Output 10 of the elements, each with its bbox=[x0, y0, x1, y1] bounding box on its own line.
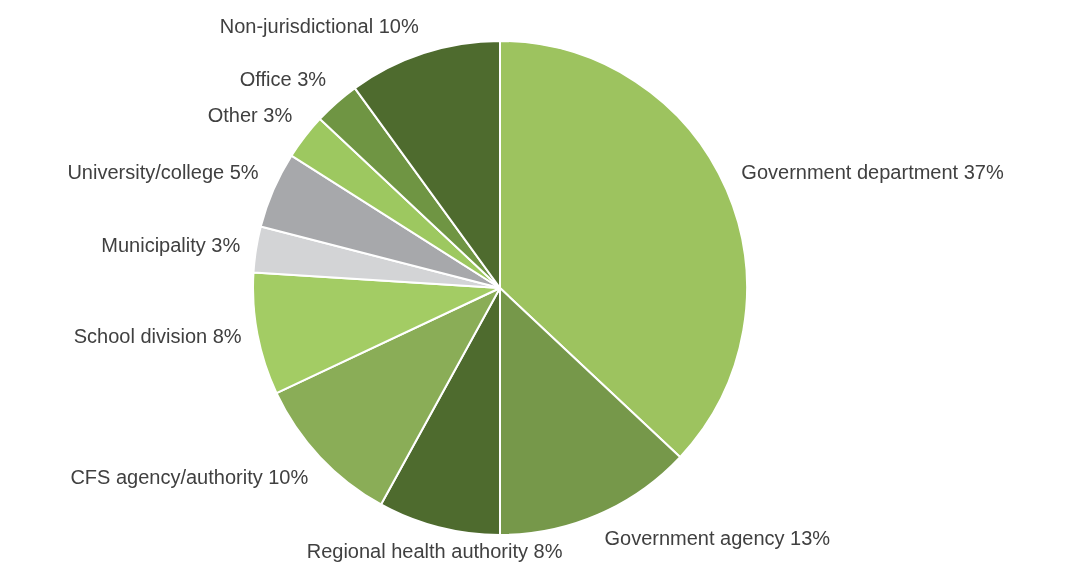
slice-label: Government department 37% bbox=[741, 161, 1004, 184]
slice-label: University/college 5% bbox=[67, 161, 259, 184]
slice-label: Non-jurisdictional 10% bbox=[219, 15, 419, 38]
slice-label: Government agency 13% bbox=[604, 526, 831, 549]
slice-label: Municipality 3% bbox=[101, 234, 241, 257]
slice-label: CFS agency/authority 10% bbox=[70, 465, 309, 488]
slice-label: Office 3% bbox=[239, 68, 327, 91]
slice-label: Other 3% bbox=[207, 104, 293, 127]
slice-label: Regional health authority 8% bbox=[306, 540, 563, 563]
slice-label: School division 8% bbox=[73, 324, 242, 347]
